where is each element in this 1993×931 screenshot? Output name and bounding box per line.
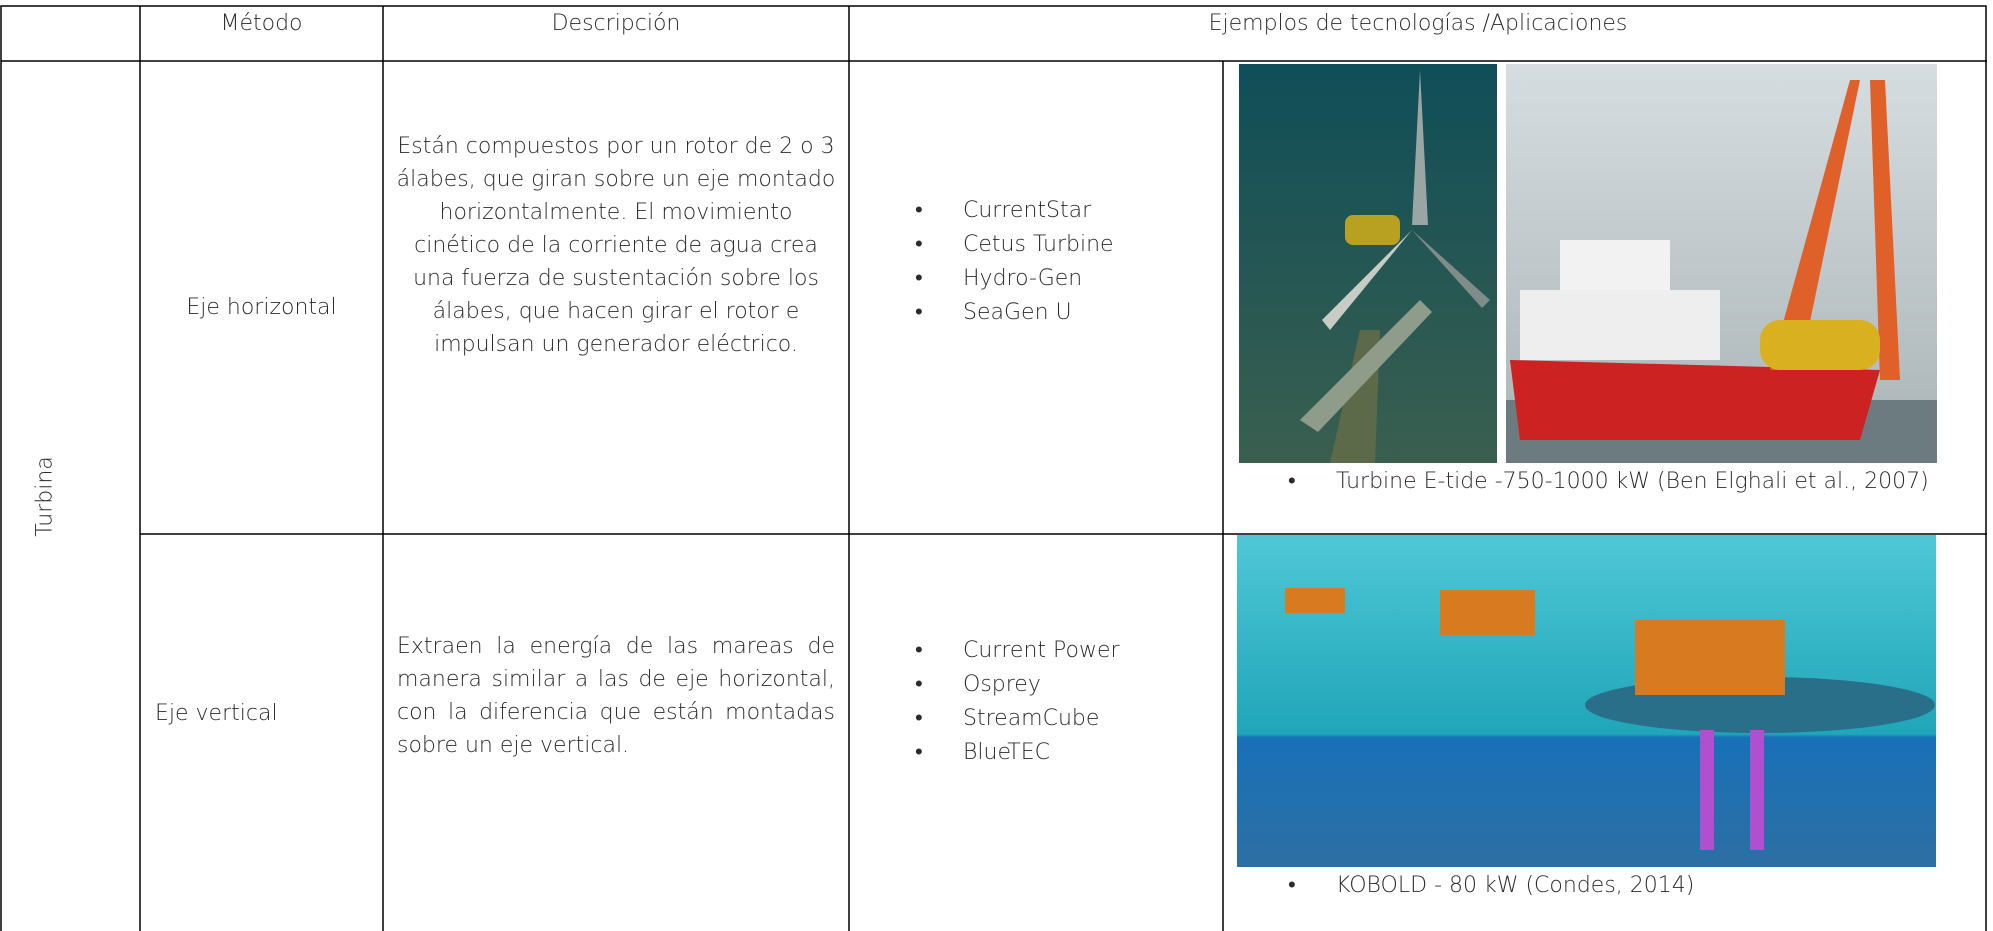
description: Están compuestos por un rotor de 2 o 3 á… [396, 134, 836, 357]
image-caption: Turbine E-tide -750-1000 kW (Ben Elghali… [1288, 465, 1929, 499]
example-item: Hydro-Gen [915, 262, 1114, 296]
example-item: Osprey [915, 668, 1120, 702]
header-cell: Descripción [551, 11, 681, 36]
header-cell: Ejemplos de tecnologías /Aplicaciones [1208, 11, 1628, 36]
example-item: Cetus Turbine [915, 228, 1114, 262]
examples-list: Current PowerOspreyStreamCubeBlueTEC [915, 634, 1120, 770]
ship-image [1506, 64, 1937, 463]
example-item: CurrentStar [915, 194, 1114, 228]
example-item: SeaGen U [915, 296, 1114, 330]
example-item: StreamCube [915, 702, 1120, 736]
turbine-underwater-image [1239, 64, 1497, 463]
example-item: BlueTEC [915, 736, 1120, 770]
header-cell: Método [220, 11, 303, 36]
caption-list: Turbine E-tide -750-1000 kW (Ben Elghali… [1288, 465, 1929, 499]
example-item: Current Power [915, 634, 1120, 668]
method: Eje horizontal [186, 295, 337, 320]
row-group-label: Turbina [32, 456, 58, 537]
caption-list: KOBOLD - 80 kW (Condes, 2014) [1288, 869, 1694, 903]
description: Extraen la energía de las mareas de mane… [397, 634, 835, 758]
method: Eje vertical [155, 701, 278, 726]
kobold-image [1237, 535, 1936, 867]
image-caption: KOBOLD - 80 kW (Condes, 2014) [1288, 869, 1694, 903]
examples-list: CurrentStarCetus TurbineHydro-GenSeaGen … [915, 194, 1114, 330]
